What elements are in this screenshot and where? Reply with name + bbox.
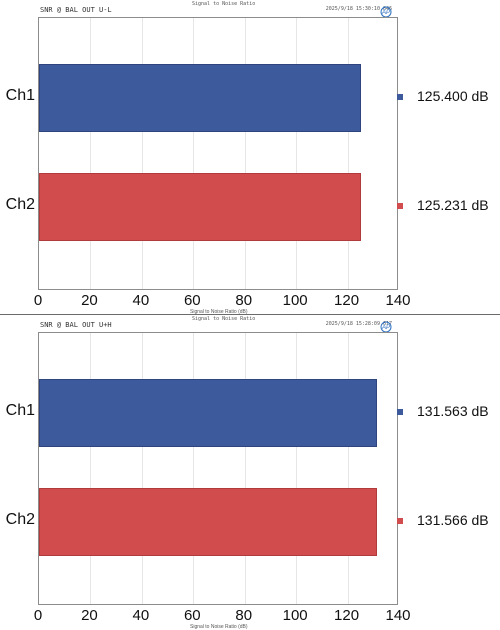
x-tick-label: 140 <box>385 292 411 309</box>
panel-supertitle: Signal to Noise Ratio <box>192 316 256 322</box>
snr-panel-ul: SNR @ BAL OUT U-L Signal to Noise Ratio … <box>5 1 489 315</box>
x-tick-label: 60 <box>183 607 201 624</box>
gridline <box>193 333 195 604</box>
bar-ch1 <box>39 64 362 132</box>
gridline <box>296 333 298 604</box>
gridline <box>347 333 349 604</box>
x-axis-label: Signal to Noise Ratio (dB) <box>190 309 248 315</box>
gridline <box>90 18 92 289</box>
legend-value-ch1: 131.563 dB <box>417 403 489 419</box>
gridline <box>90 333 92 604</box>
bar-ch1 <box>39 379 378 447</box>
x-axis-label: Signal to Noise Ratio (dB) <box>190 624 248 630</box>
legend-value-ch2: 131.566 dB <box>417 512 489 528</box>
legend-value-ch1: 125.400 dB <box>417 88 489 104</box>
panel-title: SNR @ BAL OUT U-L <box>40 6 112 14</box>
x-tick-label: 120 <box>334 607 360 624</box>
panel-timestamp: 2025/9/18 15:30:10.846 <box>325 6 392 12</box>
x-tick-label: 80 <box>235 292 253 309</box>
gridline <box>141 333 143 604</box>
legend-swatch-ch2 <box>397 203 403 209</box>
x-tick-label: 80 <box>235 607 253 624</box>
x-tick-label: 40 <box>132 292 150 309</box>
x-tick-label: 100 <box>282 292 308 309</box>
plot-area <box>38 17 398 290</box>
gridline <box>193 18 195 289</box>
svg-text:AP: AP <box>381 10 390 16</box>
x-tick-label: 20 <box>81 292 98 309</box>
x-tick-label: 60 <box>183 292 201 309</box>
x-tick-label: 40 <box>132 607 150 624</box>
plot-area <box>38 332 398 605</box>
svg-text:AP: AP <box>381 325 390 331</box>
panel-timestamp: 2025/9/18 15:28:09.617 <box>325 321 392 327</box>
category-label-ch1: Ch1 <box>5 402 35 419</box>
x-tick-label: 0 <box>33 292 43 309</box>
x-tick-label: 0 <box>33 607 43 624</box>
legend-value-ch2: 125.231 dB <box>417 197 489 213</box>
gridline <box>296 18 298 289</box>
gridline <box>347 18 349 289</box>
x-tick-label: 140 <box>385 607 411 624</box>
bar-ch2 <box>39 488 378 556</box>
legend-swatch-ch2 <box>397 518 403 524</box>
x-tick-label: 20 <box>81 607 98 624</box>
category-label-ch2: Ch2 <box>5 196 35 213</box>
gridline <box>244 18 246 289</box>
category-label-ch1: Ch1 <box>5 87 35 104</box>
category-label-ch2: Ch2 <box>5 511 35 528</box>
panel-title: SNR @ BAL OUT U+H <box>40 321 112 329</box>
bar-ch2 <box>39 173 362 241</box>
legend-swatch-ch1 <box>397 94 403 100</box>
legend-swatch-ch1 <box>397 409 403 415</box>
x-tick-label: 100 <box>282 607 308 624</box>
gridline <box>244 333 246 604</box>
x-tick-label: 120 <box>334 292 360 309</box>
panel-supertitle: Signal to Noise Ratio <box>192 1 256 7</box>
gridline <box>141 18 143 289</box>
snr-panel-uh: SNR @ BAL OUT U+H Signal to Noise Ratio … <box>0 315 500 630</box>
